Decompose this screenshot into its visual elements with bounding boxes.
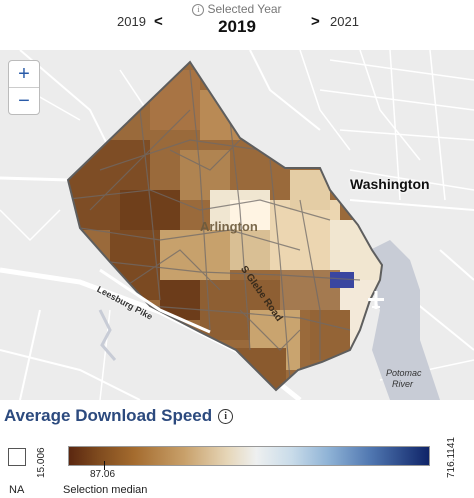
selected-year: 2019 (218, 17, 256, 36)
previous-year[interactable]: 2019 (117, 14, 146, 29)
map-canvas[interactable] (0, 50, 474, 400)
median-tick (104, 461, 105, 470)
legend-title-text: Average Download Speed (4, 406, 213, 425)
map-label-arlington: Arlington (200, 219, 258, 234)
airport-icon (368, 291, 384, 309)
zoom-in-button[interactable]: + (18, 63, 30, 85)
median-label: Selection median (63, 484, 148, 496)
zoom-out-button[interactable]: − (9, 87, 39, 114)
legend-title: Average Download Speed i (4, 406, 236, 426)
map-label-washington: Washington (350, 176, 430, 192)
map-label-river: River (392, 379, 414, 389)
next-year[interactable]: 2021 (330, 14, 359, 29)
map[interactable]: + − Washington Arlington Leesburg Pike S… (0, 50, 474, 400)
previous-year-arrow[interactable]: < (154, 13, 163, 30)
info-icon[interactable]: i (192, 4, 205, 16)
legend-min-value: 15.006 (36, 447, 47, 478)
na-label: NA (9, 484, 25, 496)
legend-color-scale (68, 446, 430, 466)
county-boundary (66, 60, 384, 392)
year-selector: i Selected Year 2019 < 2019 > 2021 (0, 0, 474, 48)
info-icon[interactable]: i (218, 409, 234, 424)
leesburg-pike-road (99, 268, 211, 334)
legend-max-value: 716.1141 (446, 437, 457, 478)
next-year-arrow[interactable]: > (311, 13, 320, 30)
zoom-control: + − (8, 60, 40, 115)
na-checkbox[interactable] (8, 448, 26, 466)
selected-year-label: i Selected Year (0, 2, 474, 16)
median-value: 87.06 (90, 469, 116, 480)
road-network (0, 50, 474, 400)
selected-year-caption: Selected Year (207, 2, 282, 16)
map-label-potomac: Potomac (386, 368, 422, 378)
creek (98, 309, 117, 361)
